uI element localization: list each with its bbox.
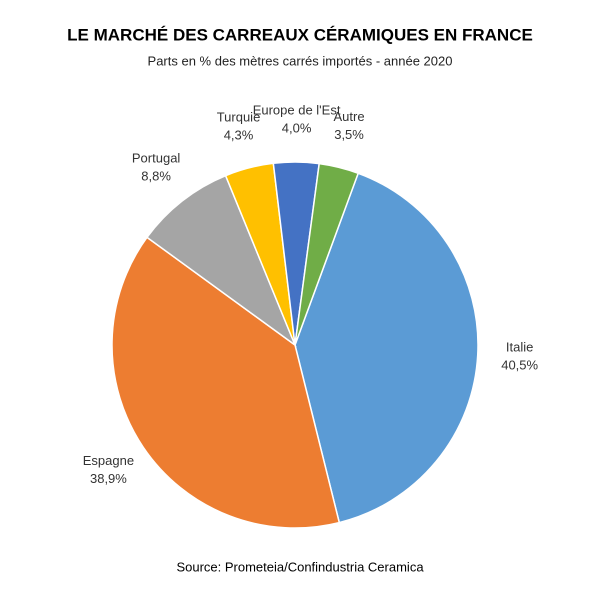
slice-value-label: 3,5% <box>334 127 364 142</box>
slice-value-label: 38,9% <box>90 471 127 486</box>
pie-slice <box>294 172 479 524</box>
pie-slice <box>294 162 360 346</box>
slice-label: Espagne <box>83 453 134 468</box>
slice-label: Italie <box>506 340 533 355</box>
slice-label: Turquie <box>217 110 261 125</box>
slice-label: Autre <box>334 109 365 124</box>
source-note: Source: Prometeia/Confindustria Ceramica <box>176 559 424 574</box>
pie-slice <box>145 174 297 348</box>
slice-value-label: 4,3% <box>224 128 254 143</box>
slice-label: Portugal <box>132 150 181 165</box>
chart-subtitle: Parts en % des mètres carrés importés - … <box>148 53 453 68</box>
slice-value-label: 8,8% <box>141 168 171 183</box>
slice-value-label: 40,5% <box>501 358 538 373</box>
slice-value-label: 4,0% <box>282 120 312 135</box>
chart-title: LE MARCHÉ DES CARREAUX CÉRAMIQUES EN FRA… <box>67 25 533 44</box>
pie-slice <box>111 236 341 529</box>
slice-label: Europe de l'Est <box>253 102 341 117</box>
